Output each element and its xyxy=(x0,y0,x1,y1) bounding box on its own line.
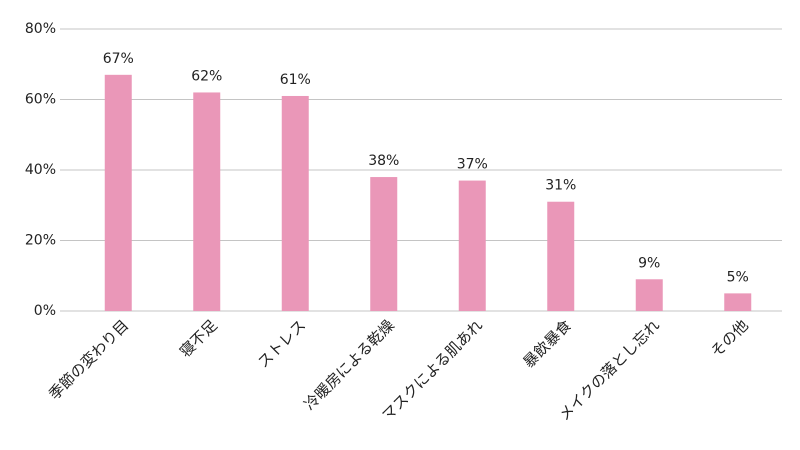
data-label: 61% xyxy=(280,72,311,88)
x-tick-label: メイクの落とし忘れ xyxy=(555,316,663,424)
x-tick-label: 寝不足 xyxy=(176,316,221,361)
y-tick-label: 60% xyxy=(25,92,56,108)
y-tick-label: 40% xyxy=(25,162,56,178)
y-tick-label: 80% xyxy=(25,21,56,37)
x-tick-label: 季節の変わり目 xyxy=(45,316,132,403)
bar xyxy=(104,74,132,311)
bar xyxy=(193,92,221,311)
bar xyxy=(458,180,486,311)
x-tick-label: 冷暖房による乾燥 xyxy=(300,316,397,413)
data-label: 62% xyxy=(191,68,222,84)
y-tick-label: 20% xyxy=(25,233,56,249)
data-label: 38% xyxy=(368,153,399,169)
x-tick-label: 暴飲暴食 xyxy=(520,316,575,371)
data-label: 5% xyxy=(727,269,749,285)
data-label: 31% xyxy=(545,178,576,194)
x-tick-label: マスクによる肌あれ xyxy=(378,316,486,424)
bar xyxy=(724,293,752,311)
x-tick-label: ストレス xyxy=(254,316,309,371)
data-label: 37% xyxy=(457,157,488,173)
data-label: 9% xyxy=(638,255,660,271)
bar xyxy=(547,201,575,311)
y-tick-label: 0% xyxy=(34,303,56,319)
x-tick-label: その他 xyxy=(707,316,752,361)
bar xyxy=(281,95,309,311)
bar xyxy=(370,177,398,311)
data-label: 67% xyxy=(103,51,134,67)
bar xyxy=(635,279,663,311)
